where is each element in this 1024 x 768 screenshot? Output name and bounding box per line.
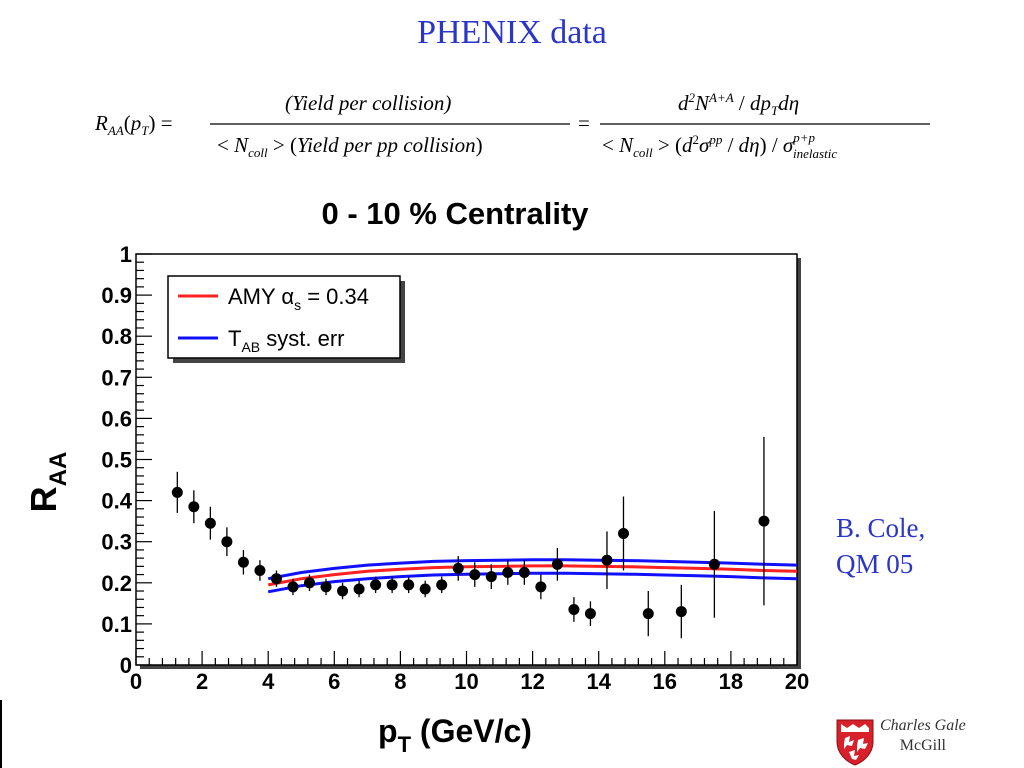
data-point: [221, 536, 233, 548]
x-axis-label: pT (GeV/c): [378, 713, 532, 757]
x-tick-label: 18: [719, 669, 743, 694]
data-point: [452, 562, 464, 574]
data-point: [337, 585, 349, 597]
author-credit: Charles Gale McGill: [880, 716, 966, 756]
svg-text:< Ncoll > (Yield per pp collis: < Ncoll > (Yield per pp collision): [217, 133, 483, 160]
data-point: [419, 583, 431, 595]
data-point: [403, 579, 415, 591]
legend-label: TAB syst. err: [228, 326, 344, 355]
data-point: [304, 577, 316, 589]
legend-label: AMY αs = 0.34: [228, 284, 369, 313]
data-point: [237, 556, 249, 568]
data-point: [617, 527, 629, 539]
data-point: [370, 579, 382, 591]
data-point: [601, 554, 613, 566]
citation-line-2: QM 05: [836, 549, 914, 579]
mcgill-shield-logo: [836, 719, 874, 766]
y-tick-label: 0.7: [101, 365, 132, 390]
y-tick-label: 1: [120, 242, 132, 267]
svg-text:d2NA+A / dpTdη: d2NA+A / dpTdη: [678, 90, 799, 118]
y-axis-label: RAA: [23, 452, 72, 513]
data-point: [584, 608, 596, 620]
y-tick-label: 0.1: [101, 612, 132, 637]
y-tick-label: 0.2: [101, 571, 132, 596]
y-tick-label: 0.8: [101, 324, 132, 349]
data-point: [270, 573, 282, 585]
svg-text:RAA(pT) =: RAA(pT) =: [94, 111, 173, 138]
data-point: [188, 501, 200, 513]
citation: B. Cole, QM 05: [836, 510, 925, 582]
author-institution: McGill: [899, 737, 946, 754]
x-tick-label: 8: [394, 669, 406, 694]
x-tick-label: 6: [328, 669, 340, 694]
slide-edge-bar: [0, 700, 2, 768]
x-tick-label: 16: [653, 669, 677, 694]
chart-title: 0 - 10 % Centrality: [321, 196, 589, 231]
model-curve: [267, 571, 798, 594]
data-point: [353, 583, 365, 595]
model-curve: [267, 558, 798, 581]
x-tick-label: 2: [196, 669, 208, 694]
raa-formula: RAA(pT) = (Yield per collision) < Ncoll …: [94, 90, 930, 161]
data-point: [254, 564, 266, 576]
slide-title: PHENIX data: [417, 14, 607, 51]
data-point: [320, 581, 332, 593]
citation-line-1: B. Cole,: [836, 513, 926, 543]
y-tick-label: 0.5: [101, 448, 132, 473]
svg-text:(Yield per collision): (Yield per collision): [285, 91, 451, 115]
x-tick-label: 20: [785, 669, 809, 694]
model-curve: [267, 564, 798, 587]
data-point: [502, 567, 514, 579]
data-point: [204, 517, 216, 529]
data-point: [386, 579, 398, 591]
data-point: [287, 581, 299, 593]
data-point: [675, 606, 687, 618]
data-point: [518, 567, 530, 579]
x-tick-label: 14: [586, 669, 611, 694]
svg-text:=: =: [578, 111, 590, 135]
y-tick-label: 0.6: [101, 406, 132, 431]
data-point: [551, 558, 563, 570]
x-tick-label: 12: [520, 669, 544, 694]
x-tick-label: 4: [262, 669, 275, 694]
x-tick-label: 10: [454, 669, 478, 694]
y-tick-label: 0.9: [101, 283, 132, 308]
data-point: [436, 579, 448, 591]
legend-box: [167, 275, 401, 359]
data-point: [568, 604, 580, 616]
data-point: [469, 569, 481, 581]
y-tick-label: 0.3: [101, 530, 132, 555]
x-tick-label: 0: [130, 669, 142, 694]
data-point: [171, 486, 183, 498]
y-tick-label: 0.4: [101, 489, 132, 514]
data-point: [758, 515, 770, 527]
data-point: [485, 571, 497, 583]
data-point: [642, 608, 654, 620]
y-tick-label: 0: [120, 653, 132, 678]
data-point: [708, 558, 720, 570]
data-point: [535, 581, 547, 593]
author-name: Charles Gale: [880, 717, 966, 734]
